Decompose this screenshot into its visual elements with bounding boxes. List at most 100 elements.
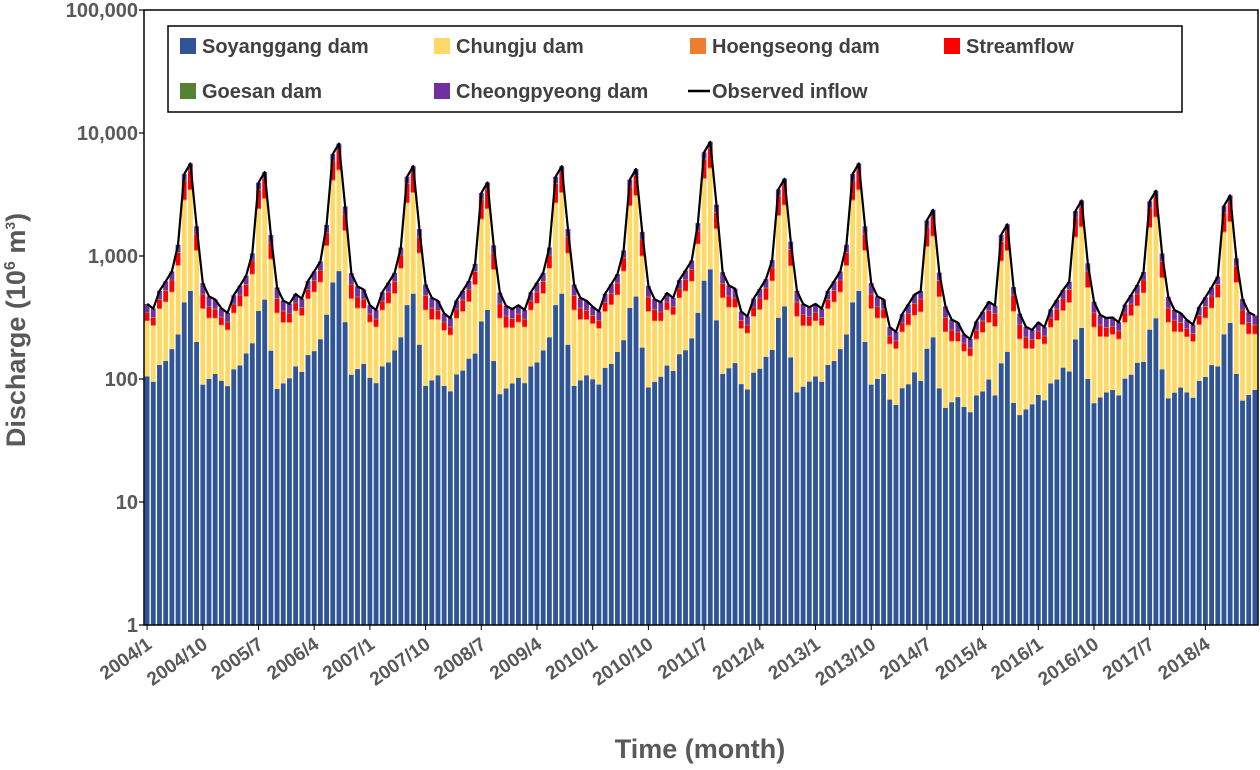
bar-segment-goesan <box>881 308 886 310</box>
bar-segment-goesan <box>1029 339 1035 340</box>
bar-segment-streamflow <box>844 252 849 266</box>
bar-segment-streamflow <box>398 255 404 268</box>
bar-segment-cheongpyeong <box>590 306 596 316</box>
bar-segment-chungju <box>1165 322 1171 399</box>
bar-segment-chungju <box>181 200 187 303</box>
bar-segment-streamflow <box>689 269 695 281</box>
bar-segment-soyanggang <box>150 381 156 625</box>
bar-segment-cheongpyeong <box>1165 296 1171 308</box>
bar-segment-streamflow <box>416 237 422 253</box>
bar-segment-chungju <box>194 250 200 342</box>
bar-segment-goesan <box>621 257 627 259</box>
bar-segment-hoengseong <box>243 296 249 297</box>
bar-segment-streamflow <box>912 303 917 315</box>
bar-segment-streamflow <box>466 290 472 302</box>
bar-segment-soyanggang <box>410 293 416 625</box>
y-axis-title: Discharge (106 m3) <box>1 213 31 447</box>
bar-segment-soyanggang <box>1202 376 1208 625</box>
bar-segment-goesan <box>1128 303 1134 305</box>
bar-segment-streamflow <box>163 290 169 302</box>
bar-segment-soyanggang <box>379 366 385 625</box>
bar-segment-streamflow <box>639 240 645 256</box>
bar-segment-cheongpyeong <box>1141 272 1146 280</box>
bar-segment-streamflow <box>973 330 979 339</box>
bar-segment-goesan <box>317 270 323 271</box>
bar-segment-streamflow <box>348 284 354 299</box>
bar-segment-hoengseong <box>973 338 979 340</box>
bar-segment-hoengseong <box>256 208 261 210</box>
bar-segment-soyanggang <box>553 305 558 625</box>
bar-segment-soyanggang <box>454 374 459 625</box>
bar-segment-chungju <box>237 306 243 366</box>
bar-segment-cheongpyeong <box>769 260 775 268</box>
bar-segment-chungju <box>924 246 930 349</box>
bar-segment-streamflow <box>714 212 719 229</box>
bar-segment-hoengseong <box>478 218 484 220</box>
bar-segment-cheongpyeong <box>367 305 373 314</box>
bar-segment-streamflow <box>856 170 862 190</box>
bar-series <box>144 141 1258 625</box>
bar-segment-goesan <box>218 316 224 318</box>
bar-segment-chungju <box>782 205 787 307</box>
bar-segment-hoengseong <box>850 199 856 201</box>
bar-segment-streamflow <box>596 320 602 328</box>
bar-segment-streamflow <box>367 314 373 322</box>
bar-segment-soyanggang <box>392 350 398 625</box>
bar-segment-soyanggang <box>528 366 534 625</box>
bar-segment-hoengseong <box>392 293 398 294</box>
bar-segment-chungju <box>386 303 391 363</box>
bar-segment-chungju <box>701 178 707 281</box>
bar-segment-soyanggang <box>980 391 986 625</box>
bar-segment-cheongpyeong <box>658 302 664 312</box>
bar-segment-streamflow <box>485 189 490 209</box>
bar-segment-cheongpyeong <box>157 290 162 300</box>
bar-segment-streamflow <box>200 294 206 309</box>
bar-segment-soyanggang <box>311 351 317 625</box>
bar-segment-cheongpyeong <box>1116 322 1122 331</box>
x-tick-labels: 2004/12004/102005/72006/42007/12007/1020… <box>96 634 1214 691</box>
bar-segment-soyanggang <box>881 373 886 625</box>
bar-segment-hoengseong <box>676 297 682 299</box>
bar-segment-cheongpyeong <box>200 283 206 294</box>
bar-segment-chungju <box>1054 320 1060 380</box>
bar-segment-streamflow <box>627 186 633 206</box>
bar-segment-chungju <box>949 341 955 403</box>
bar-segment-goesan <box>1085 270 1091 272</box>
bar-segment-soyanggang <box>503 388 509 625</box>
bar-segment-goesan <box>813 312 818 314</box>
legend-swatch <box>944 38 960 54</box>
bar-segment-cheongpyeong <box>1029 329 1035 340</box>
bar-segment-goesan <box>1035 330 1041 332</box>
bar-segment-soyanggang <box>602 367 608 625</box>
bar-segment-goesan <box>280 310 286 312</box>
bar-segment-hoengseong <box>757 309 763 311</box>
bar-segment-goesan <box>980 320 986 322</box>
bar-segment-soyanggang <box>608 363 614 625</box>
bar-segment-hoengseong <box>311 291 317 293</box>
bar-segment-goesan <box>1202 306 1208 307</box>
bar-segment-goesan <box>1159 261 1165 262</box>
bar-segment-chungju <box>1147 227 1153 330</box>
bar-segment-chungju <box>980 332 986 392</box>
bar-segment-hoengseong <box>1085 287 1091 288</box>
bar-segment-hoengseong <box>299 315 305 317</box>
x-tick-label: 2012/4 <box>709 634 769 685</box>
bar-segment-cheongpyeong <box>676 280 682 289</box>
bar-segment-goesan <box>955 331 961 333</box>
bar-segment-cheongpyeong <box>373 310 379 319</box>
bar-segment-chungju <box>800 326 806 387</box>
bar-segment-soyanggang <box>1252 389 1258 625</box>
legend-box <box>167 25 1183 113</box>
bar-segment-soyanggang <box>707 269 713 625</box>
bar-segment-cheongpyeong <box>664 293 670 302</box>
bar-segment-soyanggang <box>757 368 763 625</box>
bar-segment-cheongpyeong <box>1196 306 1202 316</box>
bar-segment-hoengseong <box>423 309 429 311</box>
bar-segment-soyanggang <box>1048 383 1054 625</box>
bar-segment-streamflow <box>410 172 416 193</box>
bar-segment-streamflow <box>1079 207 1085 227</box>
bar-segment-hoengseong <box>546 267 552 269</box>
bar-segment-streamflow <box>1190 333 1196 342</box>
bar-segment-hoengseong <box>225 329 230 331</box>
bar-segment-streamflow <box>181 181 187 200</box>
